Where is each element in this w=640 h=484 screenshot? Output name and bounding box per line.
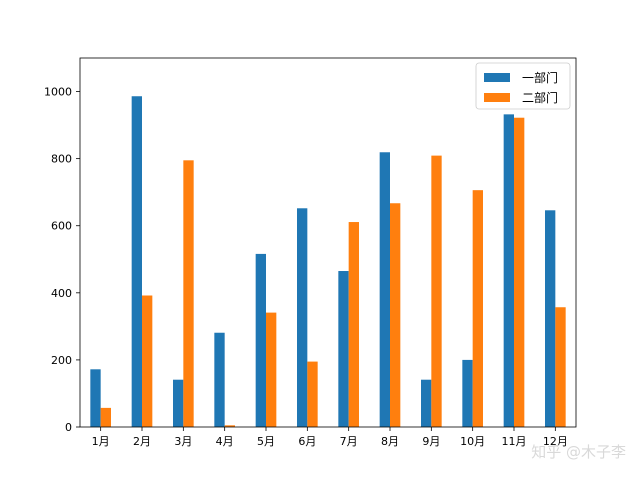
bar-dept2-5月 bbox=[266, 312, 277, 427]
bar-dept1-5月 bbox=[255, 253, 266, 427]
bars-layer bbox=[90, 96, 566, 428]
bar-dept1-1月 bbox=[90, 369, 101, 427]
x-tick-label: 3月 bbox=[174, 435, 192, 448]
bar-dept1-3月 bbox=[173, 379, 184, 427]
bar-dept1-8月 bbox=[379, 152, 390, 427]
legend-label-dept2: 二部门 bbox=[522, 90, 558, 105]
x-tick-label: 8月 bbox=[381, 435, 399, 448]
bar-dept2-2月 bbox=[142, 295, 153, 427]
bar-dept1-10月 bbox=[462, 359, 473, 427]
legend-swatch-dept2 bbox=[484, 93, 510, 102]
bar-dept2-11月 bbox=[514, 117, 525, 427]
x-tick-label: 7月 bbox=[340, 435, 358, 448]
bar-dept2-1月 bbox=[100, 407, 111, 427]
y-tick-label: 1000 bbox=[44, 86, 72, 99]
axes-layer: 0 200 400 600 800 1000 1月 2月 3月 4月 5月 6月 7月 8月 9月 10月 11… bbox=[44, 57, 577, 448]
x-tick-label: 2月 bbox=[133, 435, 151, 448]
bar-dept1-9月 bbox=[421, 379, 432, 427]
legend-swatch-dept1 bbox=[484, 73, 510, 82]
bar-dept2-10月 bbox=[472, 190, 483, 427]
bar-dept2-8月 bbox=[390, 203, 401, 427]
x-tick-label: 12月 bbox=[543, 435, 568, 448]
legend-label-dept1: 一部门 bbox=[522, 70, 558, 85]
bar-dept1-2月 bbox=[131, 96, 142, 427]
x-tick-label: 4月 bbox=[216, 435, 234, 448]
y-tick-label: 600 bbox=[51, 220, 72, 233]
x-tick-label: 10月 bbox=[460, 435, 485, 448]
bar-dept1-12月 bbox=[545, 210, 556, 427]
bar-dept1-11月 bbox=[503, 114, 514, 428]
y-tick-label: 400 bbox=[51, 287, 72, 300]
y-tick-label: 0 bbox=[65, 421, 72, 434]
x-tick-label: 1月 bbox=[92, 435, 110, 448]
bar-dept2-12月 bbox=[555, 307, 566, 427]
y-tick-label: 800 bbox=[51, 153, 72, 166]
x-tick-label: 9月 bbox=[422, 435, 440, 448]
y-tick-label: 200 bbox=[51, 354, 72, 367]
bar-dept2-6月 bbox=[307, 361, 318, 427]
x-tick-label: 6月 bbox=[298, 435, 316, 448]
bar-dept2-7月 bbox=[348, 222, 359, 427]
bar-dept2-9月 bbox=[431, 155, 442, 427]
watermark-text: 知乎 @木子李 bbox=[531, 443, 626, 461]
bar-dept1-6月 bbox=[297, 208, 308, 427]
bar-dept2-3月 bbox=[183, 160, 194, 427]
bar-dept2-4月 bbox=[224, 425, 235, 427]
plot-frame bbox=[79, 57, 577, 428]
bar-dept1-4月 bbox=[214, 332, 225, 427]
bar-dept1-7月 bbox=[338, 271, 349, 427]
x-tick-label: 11月 bbox=[502, 435, 527, 448]
x-tick-label: 5月 bbox=[257, 435, 275, 448]
